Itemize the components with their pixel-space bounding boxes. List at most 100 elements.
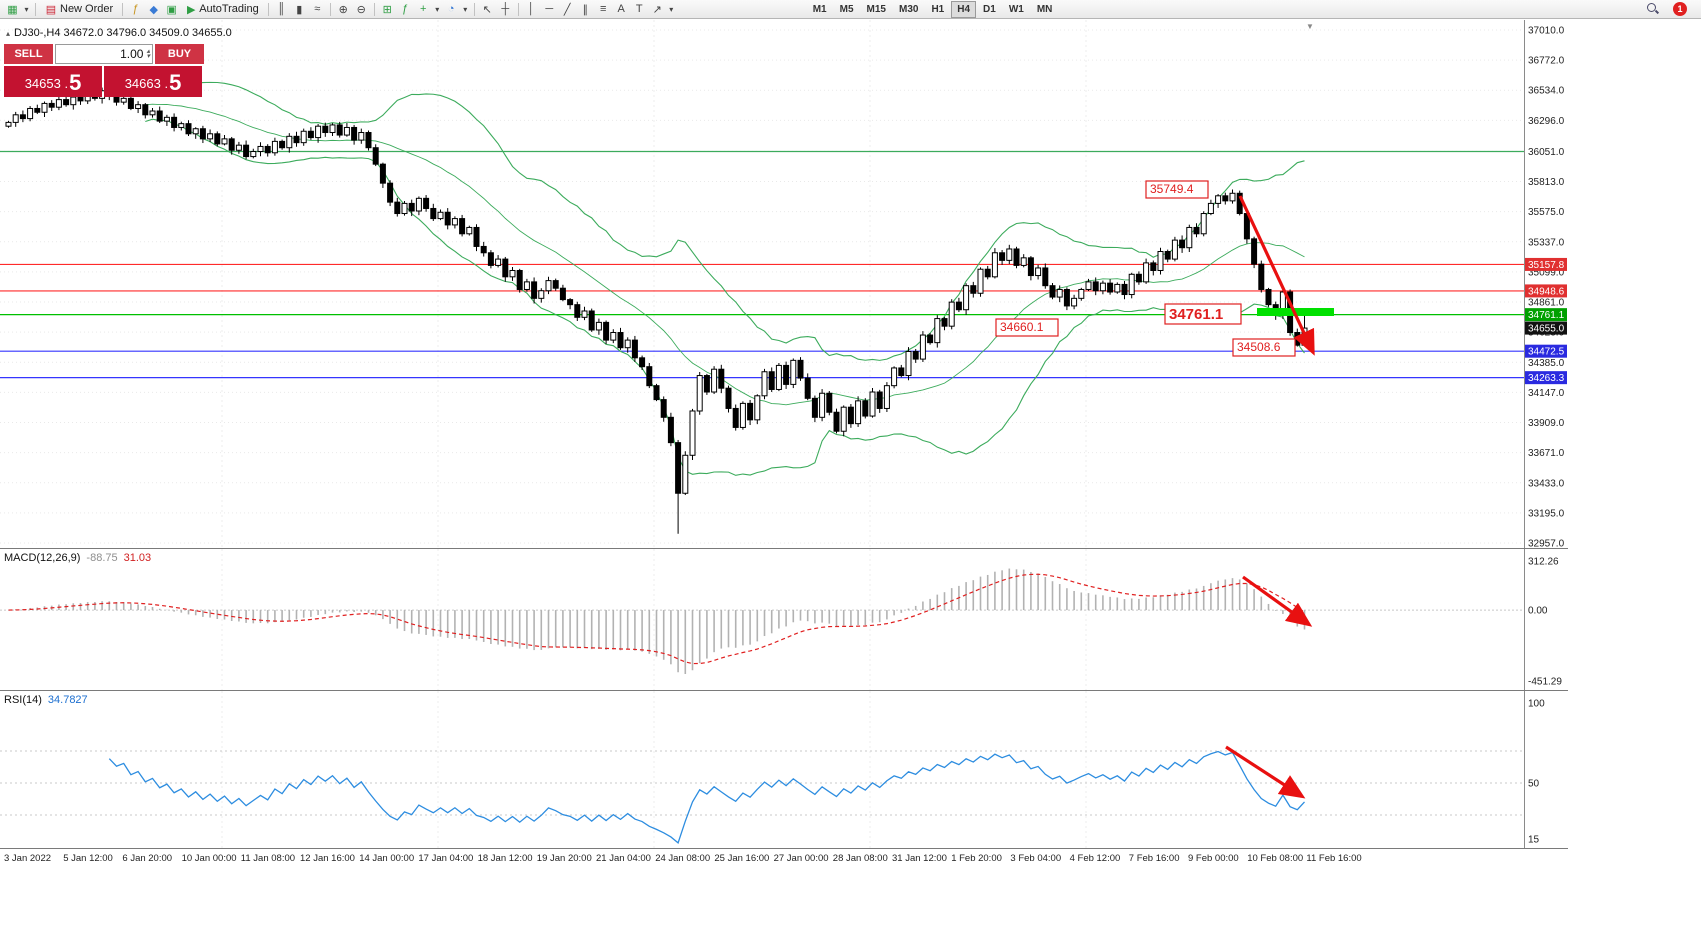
lot-stepper[interactable]: ▴ ▾	[146, 48, 150, 60]
bar-chart-icon[interactable]: ║	[277, 3, 286, 15]
lot-up-icon[interactable]: ▴	[146, 48, 150, 55]
periods-caret-icon[interactable]: ▾	[463, 4, 468, 14]
timeframe-mn[interactable]: MN	[1036, 3, 1053, 15]
timeframe-h1[interactable]: H1	[931, 3, 945, 15]
metaeditor-icon[interactable]: ◆	[149, 3, 158, 16]
time-axis-label: 11 Jan 08:00	[240, 853, 296, 864]
sell-button[interactable]: SELL	[4, 44, 53, 64]
svg-text:100: 100	[1528, 699, 1545, 710]
time-axis-label: 10 Jan 00:00	[181, 853, 237, 864]
time-axis-label: 18 Jan 12:00	[477, 853, 533, 864]
timeframe-h4[interactable]: H4	[951, 0, 977, 18]
periods-icon[interactable]: ◔	[447, 3, 455, 15]
buy-price-big: 5	[169, 70, 182, 95]
one-click-toggle-icon[interactable]: ▴	[6, 28, 11, 38]
buy-price-display[interactable]: 34663 .5	[104, 66, 202, 97]
arrows-caret-icon[interactable]: ▾	[669, 4, 674, 14]
zoom-in-icon[interactable]: ⊕	[338, 3, 348, 16]
notification-badge[interactable]: 1	[1673, 2, 1687, 16]
panel-frame	[0, 20, 1568, 549]
cursor-icon[interactable]: ↖	[482, 3, 492, 16]
main-chart-panel[interactable]: 37010.0 36772.0 36534.0 36296.0 36051.0 35813…	[0, 20, 1568, 549]
svg-text:34147.0: 34147.0	[1528, 388, 1565, 399]
rsi-value: 34.7827	[47, 694, 88, 706]
downtrend-arrow-main[interactable]	[1238, 195, 1315, 356]
arrows-tool-icon[interactable]: ↗	[652, 3, 662, 16]
time-axis-label: 3 Feb 04:00	[1010, 853, 1062, 864]
time-axis-label: 4 Feb 12:00	[1069, 853, 1121, 864]
price-grid: 37010.0 36772.0 36534.0 36296.0 36051.0 35813…	[0, 26, 1565, 549]
rsi-line	[108, 750, 1305, 844]
svg-text:34472.5: 34472.5	[1528, 347, 1565, 358]
zoom-out-icon[interactable]: ⊖	[356, 3, 366, 16]
time-axis-label: 7 Feb 16:00	[1128, 853, 1180, 864]
time-axis[interactable]: 3 Jan 2022 5 Jan 12:00 6 Jan 20:00 10 Jan 0…	[0, 849, 1568, 871]
timeframe-m1[interactable]: M1	[812, 3, 827, 15]
buy-button[interactable]: BUY	[155, 44, 204, 64]
macd-axis-labels: 312.26 0.00 -451.29	[1528, 557, 1562, 688]
svg-text:34660.1: 34660.1	[1000, 320, 1044, 334]
autotrading-button[interactable]: ▶ AutoTrading	[181, 1, 264, 17]
toolbar: ▦ ▾ ▤ New Order ƒ ◆ ▣ ▶ AutoTrading ║ ▮ …	[0, 0, 1701, 19]
bollinger-bands	[145, 81, 1305, 476]
svg-text:-451.29: -451.29	[1528, 677, 1562, 688]
toolbar-separator	[473, 2, 475, 16]
new-chart-icon[interactable]: ▦	[7, 3, 18, 16]
timeframe-m15[interactable]: M15	[866, 3, 886, 15]
lot-down-icon[interactable]: ▾	[146, 53, 150, 60]
vertical-line-icon[interactable]: │	[527, 3, 535, 15]
panel-frame	[0, 549, 1568, 691]
macd-signal-line	[8, 573, 1305, 665]
new-chart-caret-icon[interactable]: ▾	[24, 4, 29, 14]
lot-size-field[interactable]: 1.00 ▴ ▾	[55, 44, 153, 64]
time-axis-label: 14 Jan 00:00	[359, 853, 415, 864]
add-indicator-icon[interactable]: +	[420, 3, 427, 15]
sell-price-display[interactable]: 34653 .5	[4, 66, 102, 97]
tile-windows-icon[interactable]: ⊞	[382, 3, 392, 16]
svg-text:34761.1: 34761.1	[1528, 310, 1565, 321]
downtrend-arrow-macd[interactable]	[1242, 575, 1313, 627]
candlestick-chart-icon[interactable]: ▮	[296, 3, 303, 16]
rsi-panel[interactable]: 100 50 15	[0, 691, 1568, 849]
time-axis-label: 9 Feb 00:00	[1188, 853, 1239, 864]
toolbar-separator	[373, 2, 375, 16]
timeframe-d1[interactable]: D1	[983, 3, 996, 15]
timeframe-m5[interactable]: M5	[839, 3, 854, 15]
label-tool-icon[interactable]: T	[635, 3, 643, 15]
fibonacci-icon[interactable]: ≡	[600, 3, 607, 15]
autotrading-label: AutoTrading	[199, 3, 259, 15]
svg-text:50: 50	[1528, 779, 1540, 790]
time-axis-label: 10 Feb 08:00	[1247, 853, 1304, 864]
new-order-button[interactable]: ▤ New Order	[40, 1, 118, 17]
macd-main-value: -88.75	[86, 552, 118, 564]
channel-icon[interactable]: ∥	[582, 3, 588, 16]
time-axis-label: 5 Jan 12:00	[63, 853, 113, 864]
search-icon[interactable]	[1647, 3, 1659, 15]
terminal-icon[interactable]: ▣	[166, 3, 177, 16]
indicators-icon[interactable]: ƒ	[402, 3, 409, 15]
svg-text:34761.1: 34761.1	[1169, 306, 1223, 323]
timeframe-m30[interactable]: M30	[898, 3, 919, 15]
chart-shift-marker-icon: ▼	[1306, 22, 1314, 31]
horizontal-line-icon[interactable]: ─	[545, 3, 554, 15]
toolbar-separator	[35, 2, 36, 16]
svg-text:33195.0: 33195.0	[1528, 508, 1565, 519]
svg-text:34263.3: 34263.3	[1528, 373, 1565, 384]
expert-advisors-icon[interactable]: ƒ	[132, 3, 139, 15]
svg-text:312.26: 312.26	[1528, 557, 1559, 568]
timeframe-w1[interactable]: W1	[1008, 3, 1024, 15]
rsi-indicator-label: RSI(14) 34.7827	[4, 694, 88, 706]
line-chart-icon[interactable]: ≈	[314, 3, 321, 15]
macd-panel[interactable]: 312.26 0.00 -451.29	[0, 549, 1568, 691]
crosshair-icon[interactable]: ┼	[501, 3, 510, 15]
indicators-caret-icon[interactable]: ▾	[435, 4, 440, 14]
downtrend-arrow-rsi[interactable]	[1225, 745, 1306, 799]
svg-text:15: 15	[1528, 835, 1540, 846]
text-tool-icon[interactable]: A	[617, 3, 625, 15]
svg-text:35337.0: 35337.0	[1528, 237, 1565, 248]
timeframe-group: M1 M5 M15 M30 H1 H4 D1 W1 MN	[807, 0, 1059, 18]
trendline-icon[interactable]: ╱	[563, 3, 571, 16]
time-axis-label: 1 Feb 20:00	[951, 853, 1002, 864]
chart-window[interactable]: 37010.0 36772.0 36534.0 36296.0 36051.0 35813…	[0, 20, 1568, 871]
